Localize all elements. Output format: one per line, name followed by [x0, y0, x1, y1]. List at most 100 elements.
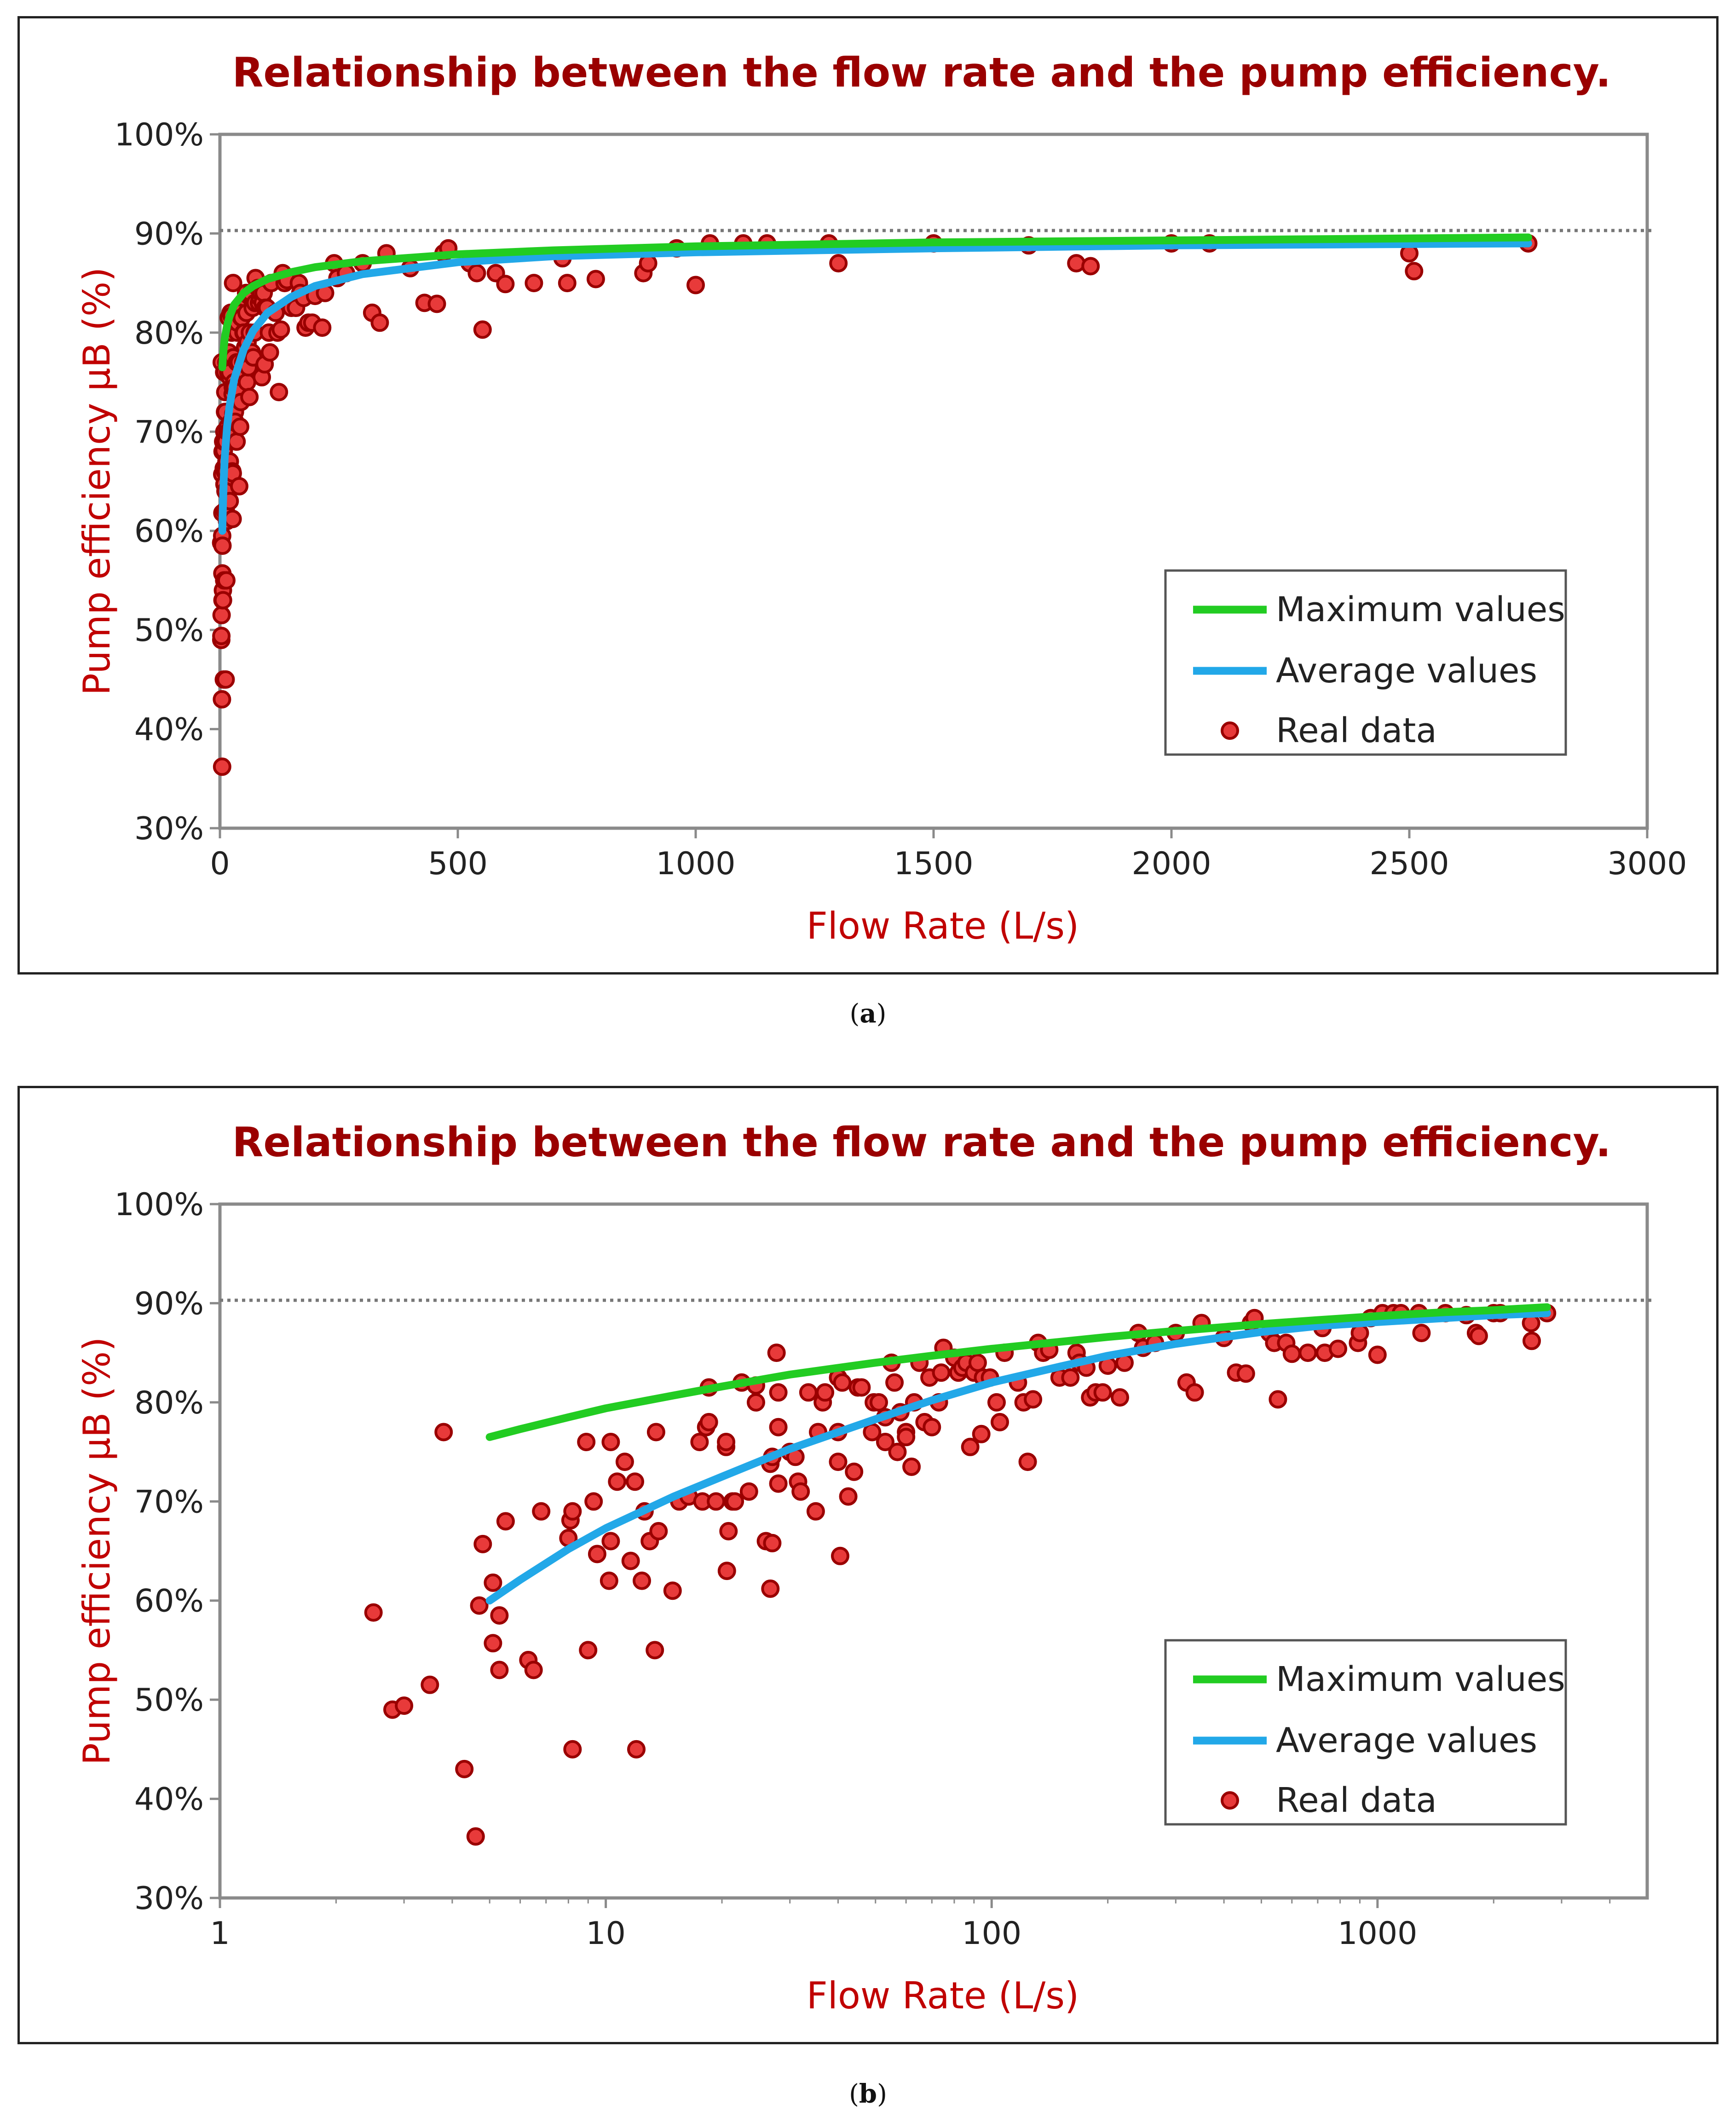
data-point — [663, 1581, 682, 1600]
data-point — [224, 274, 242, 293]
y-tick-label: 100% — [115, 117, 204, 153]
data-point — [761, 1579, 780, 1598]
data-point — [646, 1641, 664, 1660]
data-point — [833, 1373, 852, 1392]
data-point — [852, 1378, 871, 1397]
data-point — [1523, 1332, 1541, 1350]
data-point — [961, 1437, 980, 1456]
data-point — [717, 1433, 736, 1451]
data-point — [621, 1551, 640, 1570]
data-point — [490, 1606, 509, 1625]
chart-panel-a: Relationship between the flow rate and t… — [17, 16, 1719, 975]
data-point — [1018, 1453, 1037, 1471]
data-point — [524, 1661, 543, 1679]
data-point — [467, 264, 486, 283]
data-point — [213, 757, 231, 776]
data-point — [271, 320, 290, 339]
data-point — [260, 343, 279, 362]
data-point — [434, 1423, 453, 1442]
x-tick-label: 100 — [962, 1915, 1021, 1952]
data-point — [831, 1546, 849, 1565]
data-point — [767, 1344, 786, 1362]
data-point — [364, 1603, 383, 1622]
maximum-values-curve — [485, 1303, 1551, 1441]
y-tick-label: 70% — [134, 414, 204, 450]
data-point — [1269, 1390, 1287, 1409]
data-point — [558, 274, 577, 293]
data-point — [395, 1696, 414, 1715]
data-point — [769, 1418, 788, 1436]
data-point — [496, 275, 515, 294]
y-tick-label: 100% — [115, 1187, 204, 1223]
data-point — [816, 1383, 835, 1402]
data-point — [427, 294, 446, 313]
y-tick-label: 90% — [134, 216, 204, 252]
data-point — [484, 1573, 502, 1592]
data-point — [563, 1502, 582, 1521]
data-point — [563, 1740, 582, 1759]
caption-a: (a) — [849, 998, 887, 1029]
data-point — [739, 1482, 758, 1501]
data-point — [885, 1373, 904, 1392]
legend-point-swatch — [1221, 1791, 1239, 1810]
data-point — [719, 1522, 738, 1540]
data-point — [370, 313, 389, 332]
data-point — [839, 1487, 858, 1506]
data-point — [466, 1827, 485, 1846]
legend-label: Average values — [1276, 651, 1537, 691]
data-point — [588, 1545, 606, 1563]
data-point — [600, 1571, 618, 1590]
data-point — [888, 1442, 907, 1461]
data-point — [876, 1433, 894, 1451]
data-point — [212, 627, 231, 646]
data-point — [829, 254, 848, 273]
y-tick-label: 40% — [134, 712, 204, 748]
data-point — [626, 1472, 644, 1491]
x-tick-label: 2500 — [1369, 846, 1449, 882]
data-point — [972, 1424, 991, 1443]
caption-b: (b) — [849, 2079, 887, 2109]
data-point — [1469, 1326, 1488, 1345]
data-point — [230, 477, 248, 496]
data-point — [490, 1661, 509, 1679]
legend-label: Real data — [1276, 1781, 1437, 1820]
data-point — [213, 536, 232, 555]
data-point — [1298, 1344, 1317, 1362]
x-tick-label: 500 — [428, 846, 488, 882]
data-point — [231, 417, 249, 436]
data-point — [601, 1532, 620, 1551]
y-axis-title: Pump efficiency µB (%) — [75, 267, 118, 696]
chart-panel-b: Relationship between the flow rate and t… — [17, 1086, 1719, 2044]
data-point — [217, 571, 236, 590]
data-point — [769, 1474, 788, 1493]
data-point — [726, 1492, 744, 1511]
legend-label: Maximum values — [1276, 1660, 1565, 1699]
data-point — [747, 1393, 765, 1412]
data-point — [584, 1492, 603, 1511]
data-point — [639, 254, 657, 273]
data-point — [870, 1393, 888, 1412]
data-point — [699, 1413, 718, 1431]
data-point — [270, 383, 288, 402]
data-point — [240, 387, 259, 406]
data-point — [1368, 1345, 1387, 1364]
data-point — [579, 1641, 598, 1660]
data-point — [1081, 257, 1100, 276]
data-point — [470, 1596, 489, 1615]
data-point — [769, 1383, 788, 1402]
x-tick-label: 1 — [210, 1915, 230, 1952]
data-point — [829, 1453, 848, 1471]
data-point — [608, 1472, 627, 1491]
data-point — [633, 1571, 651, 1590]
x-tick-label: 1000 — [656, 846, 735, 882]
data-point — [586, 270, 605, 288]
data-point — [806, 1502, 825, 1521]
data-point — [686, 276, 705, 294]
data-point — [717, 1562, 736, 1580]
data-point — [1185, 1383, 1204, 1402]
maximum-values-curve — [218, 233, 1532, 371]
data-point — [525, 274, 543, 293]
data-point — [799, 1383, 818, 1402]
data-point — [313, 318, 332, 337]
data-point — [627, 1740, 646, 1759]
